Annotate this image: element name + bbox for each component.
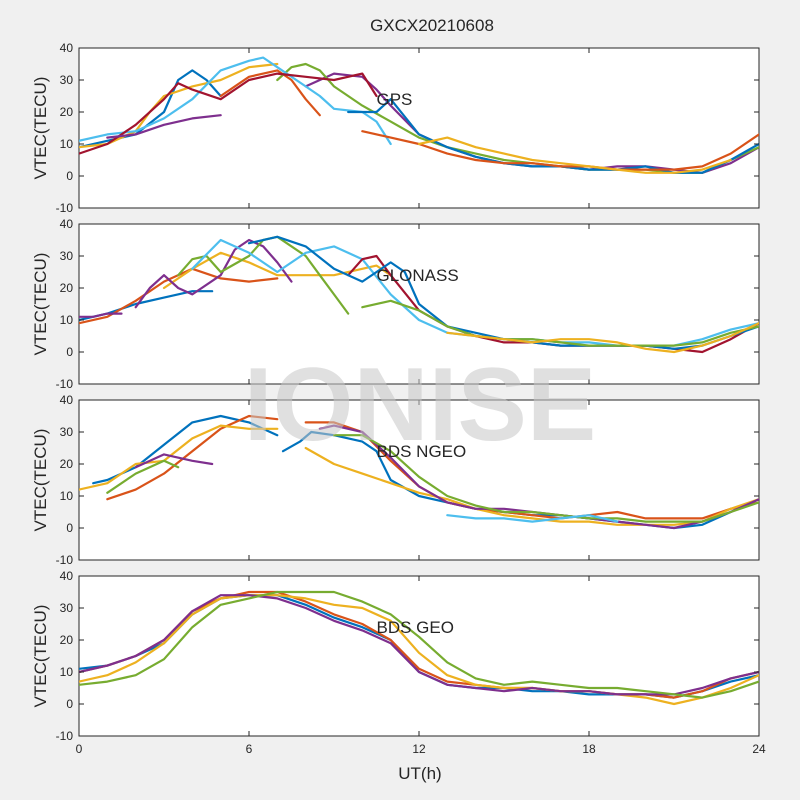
- y-tick-label: 10: [60, 313, 74, 327]
- y-tick-label: 0: [66, 521, 73, 535]
- y-tick-label: -10: [56, 377, 74, 391]
- plot-area: [78, 399, 760, 561]
- panel-gps: -10 0 10 20 30 40 VTEC(TECU) GPS: [31, 41, 760, 215]
- y-axis-label: VTEC(TECU): [31, 253, 50, 356]
- series-line-3: [79, 62, 279, 149]
- y-axis-label: VTEC(TECU): [31, 77, 50, 180]
- figure-title: GXCX20210608: [370, 16, 494, 35]
- ionise-watermark: IONISE: [244, 347, 597, 463]
- series-line-10: [417, 136, 732, 174]
- series-line-5: [79, 590, 759, 699]
- series-line-10: [332, 434, 759, 523]
- plot-area: [78, 575, 760, 737]
- y-tick-label: 30: [60, 601, 74, 615]
- series-group: [79, 235, 759, 354]
- y-tick-label: -10: [56, 553, 74, 567]
- y-tick-label: 10: [60, 137, 74, 151]
- x-tick-label: 12: [412, 742, 426, 756]
- panel-label: BDS GEO: [377, 618, 454, 637]
- series-line-4: [134, 453, 214, 469]
- y-tick-label: 0: [66, 169, 73, 183]
- series-line-11: [446, 514, 619, 523]
- y-tick-label: 10: [60, 489, 74, 503]
- y-tick-label: -10: [56, 201, 74, 215]
- y-tick-label: 20: [60, 457, 74, 471]
- series-line-7: [79, 72, 378, 155]
- x-tick-label: 0: [76, 742, 83, 756]
- series-line-11: [106, 114, 222, 139]
- plot-area: [78, 47, 760, 209]
- series-line-4: [134, 238, 293, 309]
- series-group: [79, 414, 759, 530]
- y-tick-label: 40: [60, 393, 74, 407]
- y-axis-label: VTEC(TECU): [31, 429, 50, 532]
- y-tick-label: 20: [60, 281, 74, 295]
- series-line-10: [446, 322, 759, 354]
- series-line-7: [304, 421, 759, 520]
- series-line-8: [304, 446, 759, 526]
- panel-label: BDS NGEO: [377, 442, 467, 461]
- panel-glonass: -10 0 10 20 30 40 VTEC(TECU) GLONASS: [31, 217, 760, 391]
- series-group: [79, 590, 759, 706]
- panel-bds-ngeo: -10 0 10 20 30 40 VTEC(TECU) BDS NGEO: [31, 393, 760, 567]
- series-line-9: [361, 299, 759, 347]
- y-tick-label: 40: [60, 569, 74, 583]
- y-tick-label: 0: [66, 697, 73, 711]
- x-tick-label: 24: [752, 742, 766, 756]
- x-axis-label: UT(h): [398, 764, 441, 783]
- series-line-5: [106, 459, 180, 494]
- series-line-8: [247, 235, 759, 350]
- series-line-8: [347, 98, 759, 174]
- panel-label: GLONASS: [377, 266, 459, 285]
- y-tick-label: 40: [60, 217, 74, 231]
- y-tick-label: 40: [60, 41, 74, 55]
- series-line-1: [92, 414, 279, 485]
- series-line-3: [79, 424, 279, 491]
- x-tick-label: 18: [582, 742, 596, 756]
- series-line-4: [79, 594, 759, 696]
- y-tick-label: 20: [60, 633, 74, 647]
- y-tick-label: 30: [60, 249, 74, 263]
- panel-label: GPS: [377, 90, 413, 109]
- y-tick-label: -10: [56, 729, 74, 743]
- y-tick-label: 0: [66, 345, 73, 359]
- series-line-3: [79, 594, 759, 706]
- x-tick-label: 6: [246, 742, 253, 756]
- series-line-9: [361, 130, 759, 171]
- y-tick-label: 30: [60, 425, 74, 439]
- series-line-2: [106, 414, 279, 501]
- y-tick-label: 20: [60, 105, 74, 119]
- series-line-11: [79, 312, 123, 318]
- y-tick-label: 10: [60, 665, 74, 679]
- y-axis-label: VTEC(TECU): [31, 605, 50, 708]
- y-tick-label: 30: [60, 73, 74, 87]
- series-group: [79, 56, 759, 174]
